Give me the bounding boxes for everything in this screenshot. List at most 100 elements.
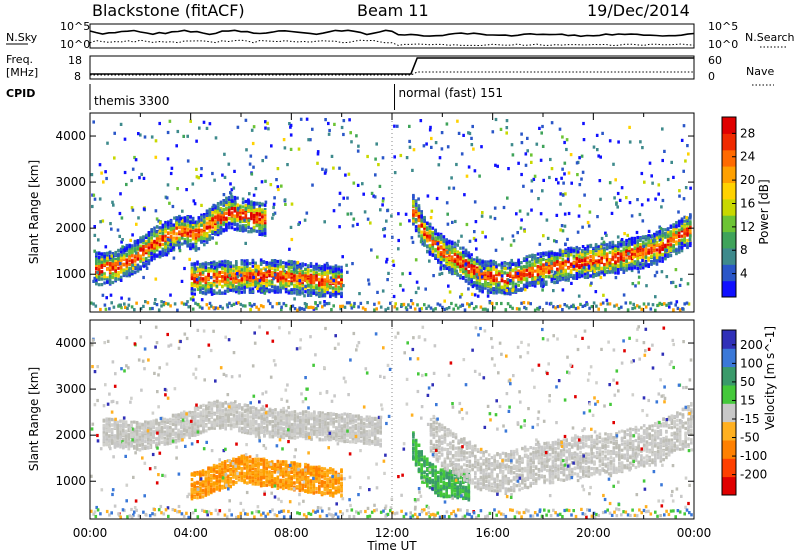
power-cell xyxy=(290,261,293,265)
power-cell xyxy=(442,250,446,254)
power-cell xyxy=(630,240,634,244)
power-cell xyxy=(203,220,206,224)
power-cell xyxy=(247,202,250,206)
power-cell xyxy=(689,222,692,226)
power-cell xyxy=(288,247,291,251)
power-cell xyxy=(158,243,162,247)
power-cell xyxy=(263,213,267,217)
power-cell xyxy=(248,290,252,294)
power-cell xyxy=(647,236,650,240)
power-cell xyxy=(208,225,212,229)
power-cell xyxy=(207,262,210,266)
power-cell xyxy=(675,226,678,230)
power-cell xyxy=(553,276,556,280)
power-cell xyxy=(142,247,145,251)
power-cell xyxy=(680,221,684,225)
power-cell xyxy=(363,210,367,214)
power-cell xyxy=(445,242,448,246)
power-cell xyxy=(520,266,523,270)
power-cell xyxy=(207,288,210,292)
power-cell xyxy=(230,206,234,211)
power-cell xyxy=(252,217,256,221)
power-cell xyxy=(542,280,545,284)
power-cell xyxy=(641,262,645,266)
power-cell xyxy=(408,124,411,128)
power-cell xyxy=(117,271,120,275)
power-cell xyxy=(647,244,650,248)
power-cell xyxy=(114,266,117,270)
power-cell xyxy=(423,232,426,237)
power-cell xyxy=(536,264,540,269)
power-cell xyxy=(437,254,440,258)
power-cell xyxy=(194,224,198,228)
power-cell xyxy=(689,215,692,219)
power-cell xyxy=(453,267,457,271)
power-cell xyxy=(337,271,340,275)
power-cell xyxy=(462,259,465,263)
power-cell xyxy=(489,279,493,283)
power-cell xyxy=(641,235,645,239)
power-cell xyxy=(622,240,626,244)
power-cell xyxy=(248,287,252,291)
power-cell xyxy=(295,281,299,285)
power-cell xyxy=(258,217,261,221)
power-cell xyxy=(372,194,375,198)
power-cell xyxy=(320,291,324,295)
power-cell xyxy=(161,253,165,257)
power-cell xyxy=(133,254,137,258)
power-cell xyxy=(230,211,234,215)
power-cell xyxy=(211,223,214,227)
power-cell xyxy=(628,240,631,244)
power-cell xyxy=(561,254,565,258)
power-cell xyxy=(445,240,448,244)
power-cell xyxy=(470,253,473,257)
power-cell xyxy=(581,255,584,260)
power-cell xyxy=(290,280,293,284)
power-cell xyxy=(558,253,562,257)
power-cell xyxy=(167,243,170,247)
power-cell xyxy=(495,271,498,275)
power-cell xyxy=(223,291,227,295)
power-cell xyxy=(248,278,252,282)
power-cell xyxy=(158,245,162,249)
power-cell xyxy=(235,287,238,291)
power-cell xyxy=(216,214,220,219)
power-cell xyxy=(636,266,639,271)
power-cell xyxy=(258,204,261,208)
power-cell xyxy=(539,269,543,273)
power-cell xyxy=(500,278,504,282)
power-cell xyxy=(414,229,418,233)
power-cell xyxy=(586,260,590,264)
power-cell xyxy=(265,265,268,269)
power-cell xyxy=(603,262,606,267)
power-cell xyxy=(223,269,227,273)
power-cell xyxy=(625,257,628,261)
power-cell xyxy=(320,265,324,269)
power-cell xyxy=(122,263,126,267)
power-cell xyxy=(417,208,421,212)
power-cell xyxy=(439,246,443,250)
power-cell xyxy=(200,235,203,239)
power-cell xyxy=(203,224,206,228)
power-cell xyxy=(633,244,637,248)
power-cell xyxy=(237,279,241,283)
power-cell xyxy=(489,271,493,276)
power-cell xyxy=(672,244,675,248)
power-cell xyxy=(186,224,189,228)
nsearch-series xyxy=(89,39,695,47)
power-cell xyxy=(467,261,471,265)
power-cell xyxy=(484,274,487,278)
power-cell xyxy=(218,208,222,212)
power-cell xyxy=(251,273,255,277)
power-cell xyxy=(586,245,590,249)
power-cell xyxy=(603,248,606,252)
power-cell xyxy=(100,264,104,268)
power-cell xyxy=(111,259,115,263)
power-cell xyxy=(247,230,250,234)
power-cell xyxy=(613,196,616,200)
power-cell xyxy=(203,243,206,247)
power-cell xyxy=(221,275,224,279)
power-cell xyxy=(450,272,454,276)
power-cell xyxy=(674,284,678,289)
power-cell xyxy=(201,284,205,288)
